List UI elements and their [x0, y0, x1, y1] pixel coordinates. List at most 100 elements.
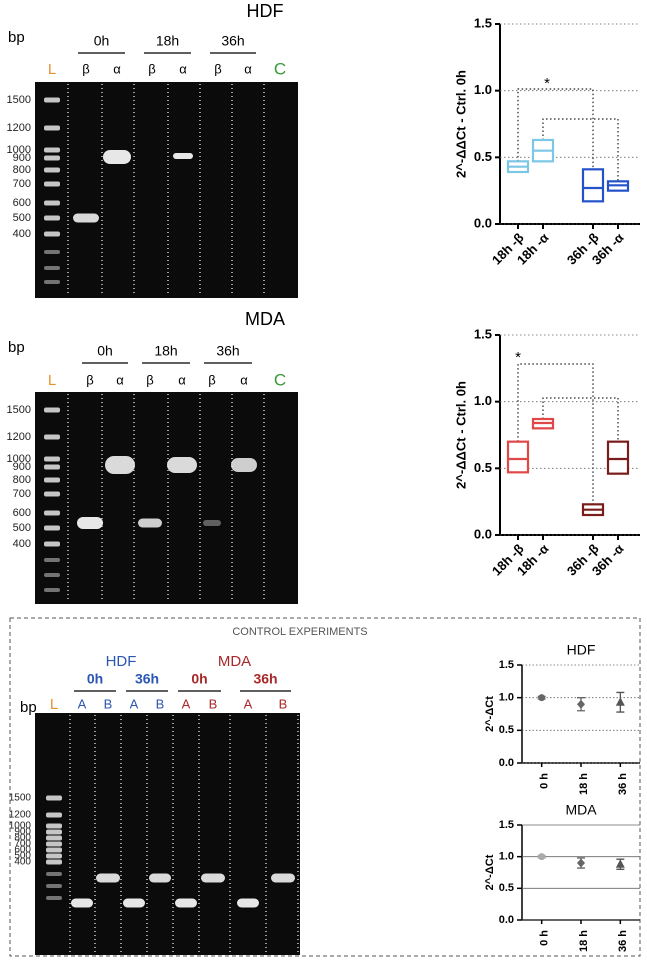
box — [581, 168, 605, 203]
y-tick-label: 0.0 — [474, 215, 492, 230]
ladder-band — [46, 829, 62, 835]
y-tick-label: 1.0 — [499, 851, 514, 863]
group-label: 18h — [154, 343, 177, 359]
ladder-band — [46, 795, 62, 801]
ladder-band — [44, 155, 60, 161]
sample-band — [201, 873, 225, 883]
y-tick-label: 0.5 — [499, 882, 514, 894]
ladder-band — [46, 872, 62, 876]
control-label: C — [274, 370, 286, 389]
lane-label: α — [178, 372, 186, 387]
sample-band — [149, 873, 171, 883]
sample-band — [103, 150, 131, 164]
ladder-band — [44, 558, 60, 562]
ladder-band — [44, 573, 60, 577]
marker-label: 1200 — [7, 122, 31, 134]
ladder-band — [46, 896, 62, 900]
sample-band — [203, 520, 221, 526]
group-label: 0h — [87, 671, 103, 687]
y-tick-label: 0.5 — [474, 149, 492, 164]
point — [577, 699, 585, 709]
point — [538, 694, 546, 702]
group-label: 0h — [191, 671, 207, 687]
ladder-band — [46, 841, 62, 847]
lane-label: β — [146, 372, 153, 387]
sample-band — [73, 213, 99, 223]
unit-label: bp — [8, 339, 25, 356]
marker-label: 700 — [13, 178, 31, 190]
lane-label: B — [279, 696, 288, 711]
lane-label: B — [104, 696, 113, 711]
group-label: 36h — [221, 33, 244, 49]
marker-label: 500 — [13, 212, 31, 224]
marker-label: 600 — [13, 507, 31, 519]
lane-label: A — [244, 696, 253, 711]
box — [606, 440, 630, 475]
lane-label: β — [82, 61, 89, 76]
y-tick-label: 0.0 — [474, 526, 492, 541]
ladder-band — [46, 847, 62, 853]
y-tick-label: 0.5 — [499, 724, 514, 736]
ladder-band — [44, 200, 60, 206]
y-tick-label: 1.5 — [474, 326, 492, 341]
lane-label: α — [244, 61, 252, 76]
marker-label: 700 — [13, 488, 31, 500]
marker-label: 700 — [14, 839, 31, 850]
lane-label: A — [78, 696, 87, 711]
marker-label: 600 — [13, 197, 31, 209]
ladder-band — [46, 823, 62, 829]
gel-title: MDA — [245, 309, 285, 329]
ladder-label: L — [50, 696, 58, 713]
sample-band — [271, 873, 295, 883]
gel-title: CONTROL EXPERIMENTS — [232, 626, 367, 638]
marker-label: 400 — [13, 538, 31, 550]
sample-band — [96, 873, 120, 883]
ladder-label: L — [48, 372, 56, 389]
x-tick-label: 0 h — [539, 930, 551, 946]
ladder-band — [44, 147, 60, 153]
lane-label: B — [209, 696, 218, 711]
point — [615, 697, 625, 706]
x-tick-label: 36 h — [617, 930, 629, 952]
box — [506, 440, 530, 474]
sample-band — [167, 457, 197, 473]
lane-label: B — [156, 696, 165, 711]
group-label: 0h — [97, 343, 113, 359]
point — [538, 853, 546, 861]
sample-band — [173, 153, 193, 159]
y-tick-label: 1.5 — [499, 659, 514, 671]
ladder-band — [44, 525, 60, 531]
marker-label: 1500 — [7, 94, 31, 106]
y-tick-label: 1.5 — [499, 819, 514, 831]
marker-label: 500 — [13, 522, 31, 534]
lane-label: β — [86, 372, 93, 387]
annotation: * — [544, 75, 550, 92]
sample-band — [77, 517, 103, 529]
marker-label: 900 — [14, 827, 31, 838]
gel-image — [35, 392, 298, 604]
marker-label: 500 — [14, 851, 31, 862]
marker-label: 1500 — [7, 404, 31, 416]
lane-label: α — [116, 372, 124, 387]
sample-band — [175, 898, 197, 908]
lane-label: α — [113, 61, 121, 76]
point — [577, 858, 585, 868]
group-label: 18h — [156, 33, 179, 49]
marker-label: 400 — [14, 857, 31, 868]
y-tick-label: 1.5 — [474, 15, 492, 30]
group-label: 36h — [216, 343, 239, 359]
marker-label: 1200 — [9, 810, 32, 821]
lane-label: α — [240, 372, 248, 387]
ladder-label: L — [48, 61, 56, 78]
sample-band — [237, 898, 259, 908]
marker-label: 900 — [13, 461, 31, 473]
y-tick-label: 0.0 — [499, 757, 514, 769]
control-label: C — [274, 59, 286, 78]
lane-label: α — [179, 61, 187, 76]
marker-label: 800 — [14, 833, 31, 844]
sample-band — [123, 898, 145, 908]
lane-label: β — [208, 372, 215, 387]
ladder-band — [44, 491, 60, 497]
